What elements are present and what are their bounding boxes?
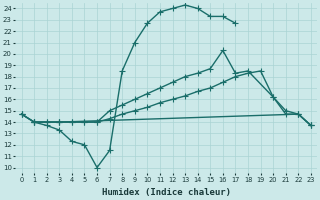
X-axis label: Humidex (Indice chaleur): Humidex (Indice chaleur): [102, 188, 231, 197]
